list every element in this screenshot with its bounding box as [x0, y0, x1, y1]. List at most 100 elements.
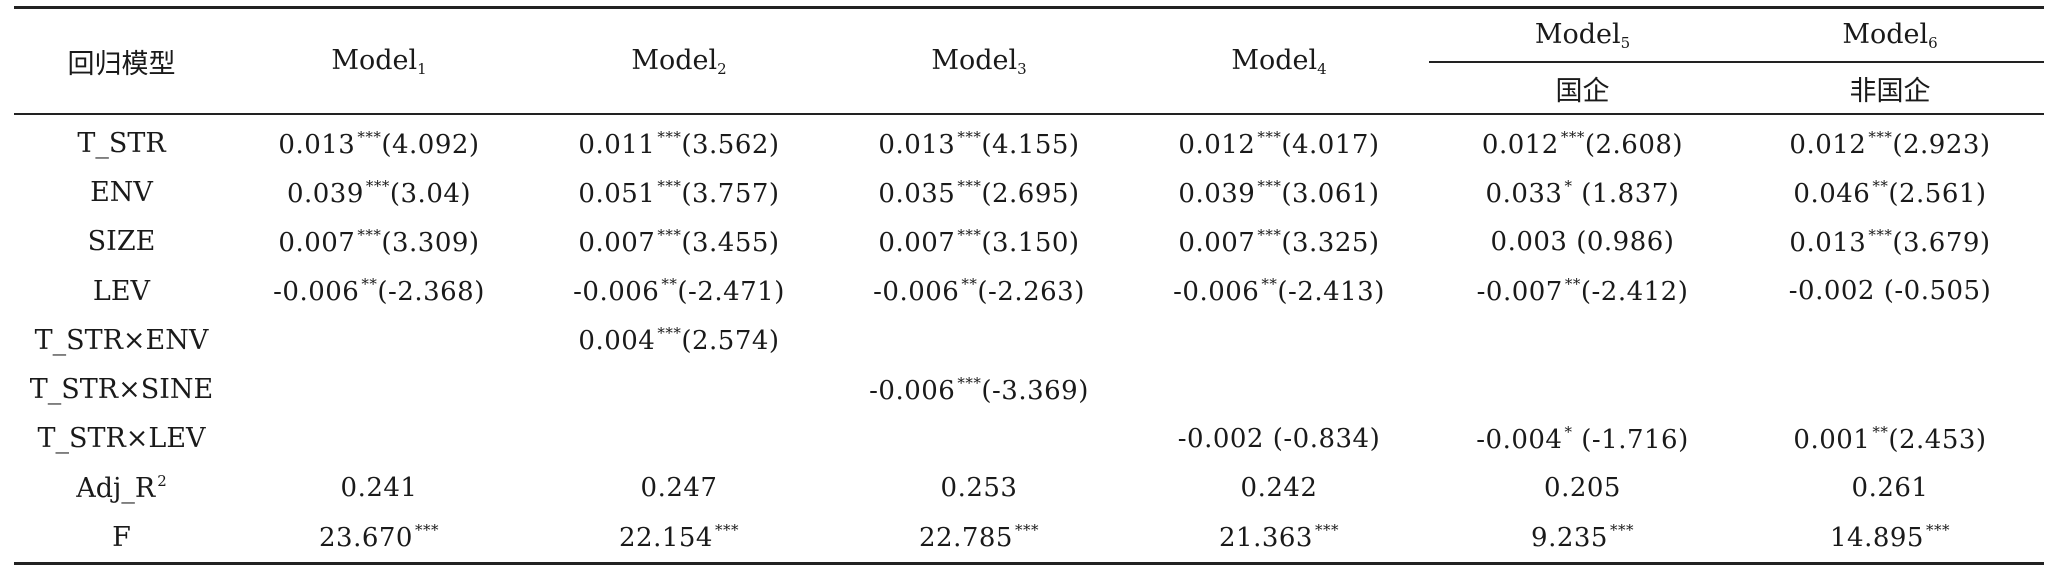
group-header-soe: 国企 — [1429, 62, 1736, 115]
table-row: SIZE 0.007 ***(3.309) 0.007 ***(3.455) 0.007 *… — [14, 217, 2044, 266]
coefficient-value: 0.253 — [940, 472, 1018, 503]
coefficient-value: 0.004 — [578, 326, 656, 357]
coefficient-value: -0.002 — [1177, 423, 1264, 454]
coefficient-cell: 0.205 — [1429, 463, 1736, 512]
t-statistic: (3.061) — [1281, 178, 1380, 209]
t-statistic: (1.837) — [1572, 178, 1680, 209]
coefficient-cell: -0.007 **(-2.412) — [1429, 267, 1736, 316]
coefficient-value: 9.235 — [1531, 523, 1608, 554]
coefficient-cell — [829, 316, 1129, 365]
coefficient-cell: 0.247 — [529, 463, 829, 512]
coefficient-value: 0.046 — [1793, 178, 1871, 209]
coefficient-value: 0.007 — [1178, 227, 1256, 258]
table-row: Adj_R 2 0.241 0.247 0.253 0.242 0.205 0.261 — [14, 463, 2044, 512]
row-variable-label: T_STR×SINE — [29, 374, 214, 406]
coefficient-value: 21.363 — [1219, 523, 1313, 554]
t-statistic: (0.986) — [1567, 226, 1675, 257]
coefficient-cell: -0.006 ***(-3.369) — [829, 365, 1129, 414]
significance-stars: *** — [1609, 521, 1634, 540]
coefficient-value: 14.895 — [1830, 523, 1924, 554]
t-statistic: (2.574) — [681, 326, 780, 357]
coefficient-value: 0.247 — [640, 472, 718, 503]
coefficient-cell: 0.012 ***(2.608) — [1429, 114, 1736, 168]
coefficient-cell: 0.033 * (1.837) — [1429, 168, 1736, 217]
table-row: LEV -0.006 **(-2.368) -0.006 **(-2.471) -0.00… — [14, 267, 2044, 316]
t-statistic: (-3.369) — [981, 375, 1089, 406]
t-statistic: (3.679) — [1892, 227, 1991, 258]
t-statistic: (3.325) — [1281, 227, 1380, 258]
significance-stars: *** — [1257, 225, 1282, 244]
coefficient-value: 0.039 — [1178, 178, 1256, 209]
coefficient-value: 22.154 — [619, 523, 713, 554]
coefficient-cell: 0.261 — [1736, 463, 2044, 512]
coefficient-value: -0.007 — [1476, 277, 1563, 308]
t-statistic: (2.695) — [981, 178, 1080, 209]
table-row: T_STR×LEV -0.002 (-0.834) -0.004 * (-1.716)… — [14, 414, 2044, 463]
significance-stars: *** — [1314, 521, 1339, 540]
variable-superscript: 2 — [157, 471, 167, 490]
significance-stars: *** — [714, 521, 739, 540]
t-statistic: (3.455) — [681, 227, 780, 258]
coefficient-cell: 0.013 ***(3.679) — [1736, 217, 2044, 266]
coefficient-cell: 0.039 ***(3.04) — [229, 168, 529, 217]
significance-stars: *** — [414, 521, 439, 540]
coefficient-cell: 0.012 ***(4.017) — [1129, 114, 1429, 168]
model-header-5: Model5 — [1429, 7, 1736, 63]
coefficient-value: 0.241 — [340, 472, 418, 503]
significance-stars: *** — [365, 176, 390, 195]
t-statistic: (2.561) — [1888, 178, 1987, 209]
coefficient-cell: -0.002 (-0.834) — [1129, 414, 1429, 463]
significance-stars: ** — [1872, 176, 1889, 195]
table-row: ENV 0.039 ***(3.04) 0.051 ***(3.757) 0.035 ***… — [14, 168, 2044, 217]
regression-table-container: 回归模型 Model1 Model2 Model3 Model4 Model5 … — [14, 6, 2044, 565]
significance-stars: *** — [657, 176, 682, 195]
coefficient-value: 0.261 — [1851, 472, 1929, 503]
t-statistic: (2.608) — [1584, 129, 1684, 160]
coefficient-cell: -0.006 **(-2.413) — [1129, 267, 1429, 316]
row-variable-label: T_STR×LEV — [37, 423, 206, 455]
coefficient-cell: 0.007 ***(3.455) — [529, 217, 829, 266]
t-statistic: (4.092) — [381, 129, 480, 160]
coefficient-cell: 0.007 ***(3.309) — [229, 217, 529, 266]
coefficient-cell: 0.253 — [829, 463, 1129, 512]
coefficient-cell: 0.001 **(2.453) — [1736, 414, 2044, 463]
row-variable-label: T_STR — [77, 128, 166, 160]
coefficient-value: -0.006 — [573, 277, 660, 308]
coefficient-cell: 0.011 ***(3.562) — [529, 114, 829, 168]
t-statistic: (-0.834) — [1263, 423, 1381, 454]
significance-stars: *** — [657, 127, 682, 146]
model-header-4: Model4 — [1129, 7, 1429, 115]
significance-stars: *** — [657, 324, 682, 343]
row-variable-label: T_STR×ENV — [34, 324, 209, 356]
table-row: T_STR×SINE -0.006 ***(-3.369) — [14, 365, 2044, 414]
significance-stars: *** — [357, 225, 382, 244]
t-statistic: (4.155) — [981, 129, 1080, 160]
coefficient-cell: 0.013 ***(4.092) — [229, 114, 529, 168]
coefficient-value: 0.012 — [1178, 129, 1256, 160]
coefficient-cell: 0.242 — [1129, 463, 1429, 512]
coefficient-cell: 0.007 ***(3.325) — [1129, 217, 1429, 266]
coefficient-cell: 0.051 ***(3.757) — [529, 168, 829, 217]
significance-stars: * — [1564, 176, 1573, 195]
significance-stars: *** — [1014, 521, 1039, 540]
significance-stars: ** — [661, 275, 678, 294]
significance-stars: *** — [357, 127, 382, 146]
coefficient-cell — [1429, 365, 1736, 414]
coefficient-cell: 22.154 *** — [529, 512, 829, 565]
significance-stars: *** — [1257, 127, 1282, 146]
significance-stars: ** — [361, 275, 378, 294]
coefficient-value: -0.006 — [869, 375, 956, 406]
coefficient-cell: 9.235 *** — [1429, 512, 1736, 565]
significance-stars: *** — [957, 225, 982, 244]
coefficient-cell: 0.012 ***(2.923) — [1736, 114, 2044, 168]
coefficient-value: 0.039 — [286, 178, 364, 209]
significance-stars: *** — [957, 176, 982, 195]
row-variable-label: F — [14, 512, 229, 565]
coefficient-value: 0.001 — [1793, 424, 1871, 455]
group-header-non-soe: 非国企 — [1736, 62, 2044, 115]
coefficient-value: 0.007 — [278, 227, 356, 258]
coefficient-value: 0.242 — [1240, 472, 1318, 503]
coefficient-value: 0.033 — [1485, 178, 1563, 209]
coefficient-cell: 23.670 *** — [229, 512, 529, 565]
t-statistic: (3.150) — [981, 227, 1080, 258]
